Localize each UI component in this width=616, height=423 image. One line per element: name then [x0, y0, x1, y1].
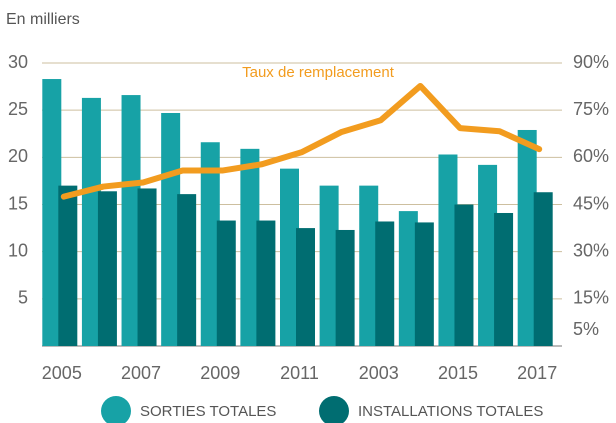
bar: [335, 229, 355, 346]
bar: [494, 212, 514, 346]
y-tick-label: 5: [18, 288, 28, 308]
bar: [414, 222, 434, 346]
y-tick-label: 10: [8, 240, 28, 260]
bar: [81, 97, 101, 346]
bar: [58, 185, 78, 346]
bar: [478, 164, 498, 346]
x-tick-label: 2005: [42, 363, 82, 383]
x-tick-label: 2015: [438, 363, 478, 383]
y2-tick-label: 15%: [573, 288, 609, 308]
x-tick-label: 2017: [517, 363, 557, 383]
y-tick-label: 15: [8, 193, 28, 213]
legend-swatch: [319, 396, 349, 423]
bar: [533, 192, 553, 346]
bar: [375, 221, 395, 346]
bar: [240, 148, 260, 346]
bar: [280, 168, 299, 346]
y2-tick-label: 75%: [573, 99, 609, 119]
bar: [454, 204, 474, 346]
y-tick-label: 30: [8, 52, 28, 72]
bar: [398, 211, 418, 346]
bar: [121, 95, 141, 346]
y2-tick-label: 90%: [573, 52, 609, 72]
x-tick-label: 2009: [200, 363, 240, 383]
bar: [42, 79, 62, 346]
y2-tick-label: 30%: [573, 240, 609, 260]
y-tick-label: 25: [8, 99, 28, 119]
bar: [256, 220, 276, 346]
y2-tick-label: 5%: [573, 319, 599, 339]
line: [60, 82, 543, 200]
legend-label: INSTALLATIONS TOTALES: [358, 403, 543, 420]
bar: [97, 191, 117, 346]
bar: [517, 129, 537, 346]
bar: [438, 154, 458, 346]
y-tick-label: 20: [8, 146, 28, 166]
bar: [296, 228, 315, 346]
x-tick-label: 2007: [121, 363, 161, 383]
annotation: Taux de remplacement: [242, 64, 395, 81]
bar: [137, 188, 157, 346]
legend-label: SORTIES TOTALES: [140, 403, 276, 420]
y2-tick-label: 45%: [573, 193, 609, 213]
legend-swatch: [101, 396, 131, 423]
x-tick-label: 2003: [359, 363, 399, 383]
bar: [319, 185, 339, 346]
bar: [200, 142, 220, 346]
bar: [177, 194, 197, 346]
x-tick-label: 2011: [280, 363, 319, 383]
chart-title: En milliers: [6, 11, 80, 28]
y2-tick-label: 60%: [573, 146, 609, 166]
bar: [216, 220, 236, 346]
bar: [359, 185, 379, 346]
